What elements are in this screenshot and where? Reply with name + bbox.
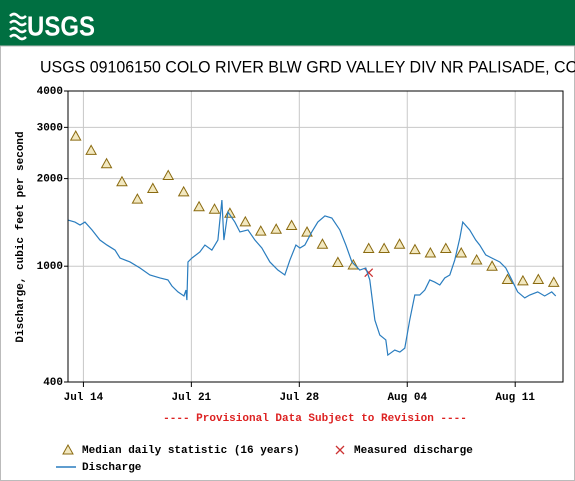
median-marker [362,242,375,254]
y-axis-label: Discharge, cubic feet per second [15,131,27,342]
chart-title: USGS 09106150 COLO RIVER BLW GRD VALLEY … [40,57,575,76]
median-marker [517,274,529,286]
header-bar [0,0,575,46]
median-marker [208,203,221,214]
x-tick-label: Aug 11 [495,392,535,404]
discharge-line [67,199,557,357]
legend-label: Median daily statistic (16 years) [82,445,300,457]
x-tick-label: Jul 21 [172,392,212,404]
median-marker [116,175,128,187]
median-marker [131,193,144,204]
logo-waves [9,12,27,41]
y-tick-label: 3000 [37,122,63,134]
logo: USGS [27,10,95,41]
median-marker [177,185,190,197]
legend-label: Discharge [82,462,142,474]
median-marker [486,260,498,271]
y-tick-label: 4000 [37,86,63,98]
median-marker [100,157,113,169]
median-marker [470,254,483,265]
median-marker [547,276,560,287]
median-marker [439,242,452,254]
median-marker [424,246,437,258]
median-marker [301,226,313,237]
median-marker [285,219,298,230]
plot-border [67,90,564,383]
median-marker [254,225,267,236]
x-tick-label: Jul 28 [280,392,320,404]
median-marker [193,200,205,212]
median-marker [332,256,344,267]
median-marker [378,242,390,254]
legend-marker [62,443,74,455]
legend-label: Measured discharge [354,445,473,457]
median-marker [270,223,283,234]
median-marker [409,243,421,255]
median-marker [69,130,82,141]
median-marker [393,238,406,249]
median-marker [85,144,97,155]
y-tick-label: 1000 [37,261,63,273]
legend-marker [335,445,345,455]
annotation: ---- Provisional Data Subject to Revisio… [163,413,467,425]
x-tick-label: Jul 14 [64,392,104,404]
median-marker [501,273,514,285]
y-tick-label: 2000 [37,174,63,186]
median-marker [239,215,252,227]
median-marker [162,169,175,180]
median-marker [146,182,159,193]
x-tick-label: Aug 04 [387,392,427,404]
median-marker [316,238,329,249]
y-tick-label: 400 [43,377,63,389]
median-marker [532,273,545,285]
median-marker [455,246,468,258]
